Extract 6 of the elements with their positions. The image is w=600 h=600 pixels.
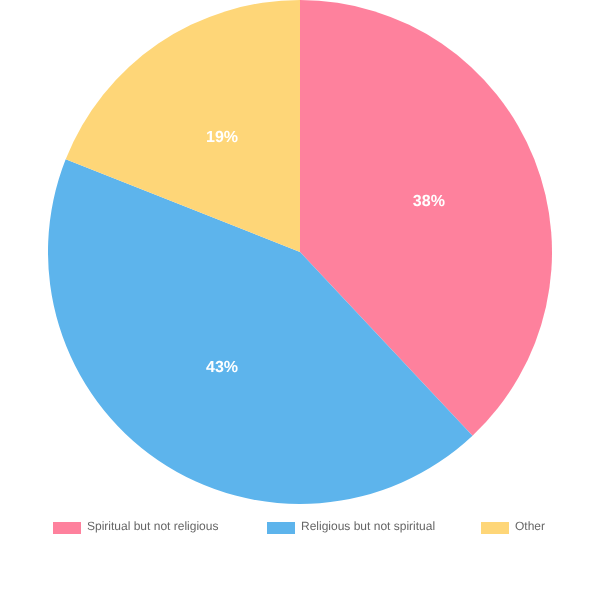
data-label: 43%: [206, 357, 239, 376]
data-label: 38%: [412, 191, 445, 210]
pie-slice: [300, 0, 552, 436]
data-label: 19%: [206, 128, 239, 147]
pie-slice: [65, 0, 300, 252]
pie-slice: [48, 159, 473, 504]
